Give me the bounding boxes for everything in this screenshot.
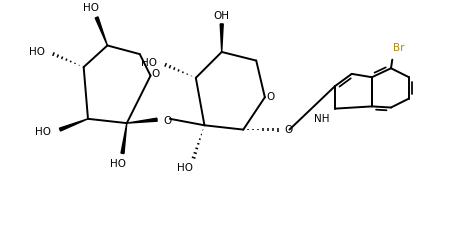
Text: NH: NH xyxy=(314,114,330,124)
Text: HO: HO xyxy=(83,2,99,13)
Text: O: O xyxy=(152,68,160,79)
Polygon shape xyxy=(220,24,223,52)
Polygon shape xyxy=(95,17,107,46)
Text: HO: HO xyxy=(110,159,126,169)
Polygon shape xyxy=(127,118,157,123)
Text: O: O xyxy=(164,116,172,126)
Polygon shape xyxy=(121,123,127,154)
Text: OH: OH xyxy=(214,11,230,21)
Text: HO: HO xyxy=(29,47,45,57)
Text: HO: HO xyxy=(35,127,51,137)
Polygon shape xyxy=(60,119,88,131)
Text: O: O xyxy=(266,92,274,102)
Text: Br: Br xyxy=(393,43,405,53)
Text: HO: HO xyxy=(141,58,157,68)
Text: O: O xyxy=(284,125,292,135)
Text: HO: HO xyxy=(177,163,193,174)
